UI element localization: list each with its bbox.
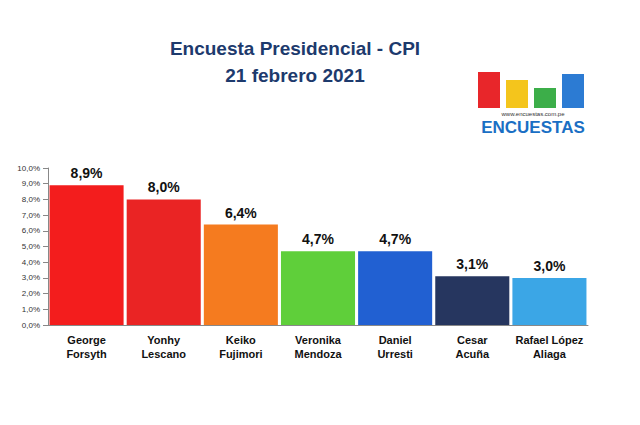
svg-text:Rafael López: Rafael López [515, 334, 583, 346]
svg-text:7,0%: 7,0% [22, 211, 40, 220]
svg-text:3,1%: 3,1% [456, 256, 488, 272]
svg-text:Encuesta Presidencial - CPI: Encuesta Presidencial - CPI [170, 38, 420, 59]
svg-text:www.encuestas.com.pe: www.encuestas.com.pe [500, 111, 565, 117]
svg-text:6,4%: 6,4% [225, 205, 257, 221]
svg-text:3,0%: 3,0% [22, 273, 40, 282]
svg-text:Veronika: Veronika [295, 334, 342, 346]
svg-text:Urresti: Urresti [377, 348, 412, 360]
svg-text:Daniel: Daniel [379, 334, 412, 346]
svg-text:3,0%: 3,0% [533, 258, 565, 274]
svg-text:Yonhy: Yonhy [147, 334, 181, 346]
svg-text:5,0%: 5,0% [22, 242, 40, 251]
svg-text:4,0%: 4,0% [22, 258, 40, 267]
svg-text:10,0%: 10,0% [17, 164, 40, 173]
svg-text:8,9%: 8,9% [71, 165, 103, 181]
svg-text:1,0%: 1,0% [22, 305, 40, 314]
svg-text:Forsyth: Forsyth [66, 348, 107, 360]
svg-text:4,7%: 4,7% [302, 231, 334, 247]
svg-text:4,7%: 4,7% [379, 231, 411, 247]
svg-text:Aliaga: Aliaga [533, 348, 567, 360]
svg-text:9,0%: 9,0% [22, 179, 40, 188]
svg-text:Lescano: Lescano [141, 348, 186, 360]
svg-text:Fujimori: Fujimori [219, 348, 262, 360]
svg-text:0,0%: 0,0% [22, 321, 40, 330]
svg-text:Cesar: Cesar [457, 334, 488, 346]
svg-text:21 febrero 2021: 21 febrero 2021 [225, 65, 365, 86]
svg-text:8,0%: 8,0% [22, 195, 40, 204]
svg-text:ENCUESTAS: ENCUESTAS [481, 118, 585, 137]
svg-text:6,0%: 6,0% [22, 226, 40, 235]
svg-text:Mendoza: Mendoza [294, 348, 342, 360]
svg-text:2,0%: 2,0% [22, 289, 40, 298]
svg-text:Acuña: Acuña [455, 348, 490, 360]
svg-text:George: George [67, 334, 106, 346]
svg-text:8,0%: 8,0% [148, 179, 180, 195]
svg-text:Keiko: Keiko [226, 334, 256, 346]
